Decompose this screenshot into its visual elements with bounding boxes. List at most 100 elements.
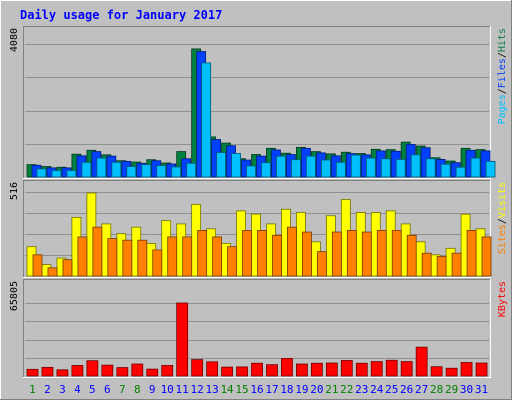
bar-pages-day-21 [335,161,346,178]
legend-separator: / [497,218,508,224]
bar-sites-day-30 [466,230,477,277]
bar-pages-day-7 [126,166,137,178]
bar-kbytes-day-30 [460,362,473,377]
bar-sites-day-26 [406,234,417,277]
bar-pages-day-23 [365,157,376,178]
bar-pages-day-15 [246,165,256,178]
bar-kbytes-day-3 [56,369,69,377]
x-axis-labels: 1 2 3 4 5 6 7 8 9 10 11 12 13 14 15 16 17 18 19 20 21 22 23 24 2… [29,383,488,396]
x-tick-label: 27 [415,383,428,396]
x-tick-label: 13 [205,383,218,396]
x-tick-label: 1 [29,383,36,396]
panel-hits-files-pages: 4080 [9,26,496,179]
bar-sites-day-9 [152,249,163,277]
panel-max-label: 516 [9,182,20,200]
legend-files: Files [497,58,508,88]
bar-kbytes-day-15 [236,366,248,377]
x-tick-label: 16 [250,383,263,396]
panel-max-label: 4080 [9,28,20,52]
bar-kbytes-day-7 [116,367,129,377]
bar-sites-day-2 [47,267,58,277]
bar-sites-day-20 [316,251,327,277]
bar-pages-day-26 [410,154,421,178]
bar-pages-day-13 [216,152,227,178]
bar-sites-day-8 [137,239,148,277]
bar-kbytes-day-31 [475,362,488,377]
bar-pages-day-22 [350,154,361,178]
bar-kbytes-day-20 [310,362,323,377]
legend-sites: Sites [497,224,508,254]
bar-kbytes-day-11 [176,302,189,377]
x-tick-label: 6 [104,383,111,396]
legend-hits: Hits [497,28,508,52]
bar-pages-day-6 [111,161,122,178]
bar-sites-day-24 [376,230,387,277]
bar-sites-day-4 [77,236,88,277]
x-tick-label: 12 [191,383,204,396]
bar-pages-day-1 [36,168,47,178]
x-tick-label: 10 [161,383,174,396]
bar-kbytes-day-27 [415,346,428,377]
bar-pages-day-11 [186,162,197,178]
bar-pages-day-4 [81,161,92,178]
bar-sites-day-11 [182,236,193,277]
bar-kbytes-day-26 [400,361,413,377]
x-tick-label: 17 [265,383,278,396]
bar-kbytes-day-5 [86,360,99,377]
panel-visits-sites: 516 [9,180,492,278]
chart-panels: 4080 516 65805 [9,26,496,378]
legend-pages: Pages [497,94,508,124]
x-tick-label: 3 [59,383,66,396]
x-tick-label: 20 [310,383,323,396]
bar-sites-day-28 [436,256,447,277]
x-tick-label: 21 [325,383,338,396]
bar-sites-day-6 [107,238,118,277]
x-tick-label: 4 [74,383,81,396]
x-tick-label: 30 [460,383,473,396]
bar-pages-day-8 [141,164,152,178]
x-tick-label: 28 [430,383,443,396]
bar-kbytes-day-4 [71,365,84,377]
bar-kbytes-day-16 [251,362,263,377]
bar-pages-day-24 [380,158,391,178]
bar-sites-day-27 [421,252,432,277]
x-tick-label: 31 [475,383,488,396]
bar-sites-day-7 [122,239,133,277]
x-tick-label: 9 [149,383,156,396]
bar-pages-day-31 [485,160,496,178]
panel-max-label: 65805 [9,281,20,311]
bar-kbytes-day-6 [101,364,114,377]
bar-kbytes-day-8 [131,363,144,377]
x-tick-label: 24 [370,383,384,396]
bar-sites-day-13 [212,236,223,277]
bar-kbytes-day-22 [340,360,353,377]
bar-pages-day-20 [320,159,331,178]
bar-sites-day-25 [391,230,402,277]
bar-pages-day-29 [455,166,466,178]
x-tick-label: 5 [89,383,96,396]
bar-pages-day-27 [425,158,436,178]
bar-sites-day-22 [346,230,357,277]
bar-pages-day-30 [470,157,481,178]
bar-sites-day-16 [257,230,267,277]
bar-kbytes-day-24 [370,361,383,377]
bar-sites-day-19 [302,231,312,277]
bar-pages-day-5 [96,157,107,178]
bar-sites-day-29 [451,252,462,277]
bar-sites-day-1 [32,254,43,277]
bar-kbytes-day-21 [325,362,338,377]
bar-pages-day-10 [171,166,182,178]
bar-sites-day-17 [272,234,282,277]
legend-visits: Visits [497,182,508,218]
chart-title: Daily usage for January 2017 [20,8,222,22]
bar-sites-day-5 [92,226,103,277]
legend-pages-files-hits: Pages/Files/Hits [497,28,508,124]
bar-sites-day-23 [361,231,372,277]
x-tick-label: 2 [44,383,51,396]
bar-pages-day-19 [306,155,316,178]
bar-kbytes-day-12 [191,359,204,377]
bar-kbytes-day-2 [41,366,54,377]
panel-kbytes: 65805 [9,279,491,378]
x-tick-label: 18 [280,383,293,396]
